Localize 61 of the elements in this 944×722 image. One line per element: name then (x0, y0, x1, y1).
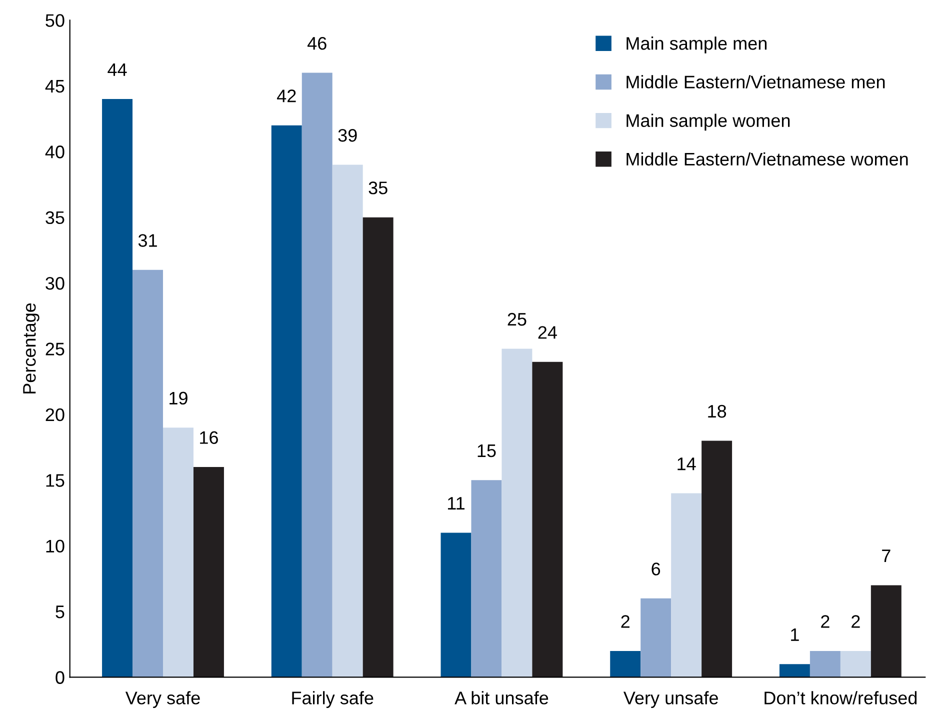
data-label: 39 (338, 128, 357, 142)
data-label: 25 (508, 312, 526, 326)
data-label: 15 (478, 444, 496, 458)
bar (102, 99, 133, 678)
data-label: 7 (882, 550, 890, 562)
data-label: 18 (708, 404, 726, 418)
bar (440, 532, 472, 678)
data-label: 44 (108, 63, 127, 76)
data-label: 1 (791, 628, 799, 641)
bar (193, 466, 224, 678)
data-label: 42 (277, 90, 296, 102)
bar (610, 650, 641, 678)
legend-label: Middle Eastern/Vietnamese men (626, 75, 885, 88)
bar (502, 348, 532, 678)
data-label: 19 (170, 392, 188, 405)
legend-label: Middle Eastern/Vietnamese women (626, 152, 908, 166)
y-tick-label: 20 (46, 408, 64, 422)
data-label: 2 (852, 615, 860, 628)
x-tick-label: A bit unsafe (454, 691, 548, 704)
legend-label: Main sample men (626, 36, 767, 54)
x-tick-label: Very unsafe (623, 691, 718, 708)
bar (132, 270, 164, 678)
x-tick-label: Fairly safe (292, 691, 374, 708)
y-tick-label: 50 (46, 14, 64, 27)
y-tick-label: 35 (46, 211, 64, 224)
bar (702, 440, 732, 678)
data-label: 24 (538, 326, 557, 339)
bar (870, 585, 902, 678)
y-tick-label: 45 (45, 80, 64, 93)
y-tick-label: 15 (46, 474, 64, 487)
bar (302, 72, 332, 678)
legend-label: Main sample women (626, 114, 790, 131)
y-tick-label: 10 (46, 540, 64, 553)
data-label: 46 (307, 36, 326, 50)
data-label: 2 (821, 615, 830, 628)
data-label: 14 (678, 458, 696, 470)
y-tick-label: 0 (56, 671, 64, 684)
bar (271, 125, 302, 678)
bar (779, 664, 810, 678)
y-axis-title: Percentage (23, 303, 40, 394)
bar (810, 650, 840, 678)
bar (671, 493, 702, 678)
data-label: 11 (448, 497, 464, 510)
bar (163, 428, 194, 678)
y-tick-label: 30 (46, 276, 64, 290)
data-label: 16 (200, 431, 218, 444)
bar (532, 362, 563, 678)
bar (640, 598, 672, 678)
x-tick-label: Very safe (125, 691, 200, 708)
bar (840, 650, 871, 678)
data-label: 2 (621, 615, 630, 628)
y-tick-label: 25 (46, 342, 64, 356)
data-label: 6 (652, 562, 660, 576)
x-tick-label: Don’t know/refused (764, 691, 917, 704)
y-tick-label: 5 (56, 606, 64, 618)
data-label: 35 (368, 182, 388, 194)
y-tick-label: 40 (45, 146, 64, 158)
bar (471, 480, 502, 678)
bar (332, 164, 363, 678)
bar (362, 217, 394, 678)
data-label: 31 (138, 234, 157, 247)
